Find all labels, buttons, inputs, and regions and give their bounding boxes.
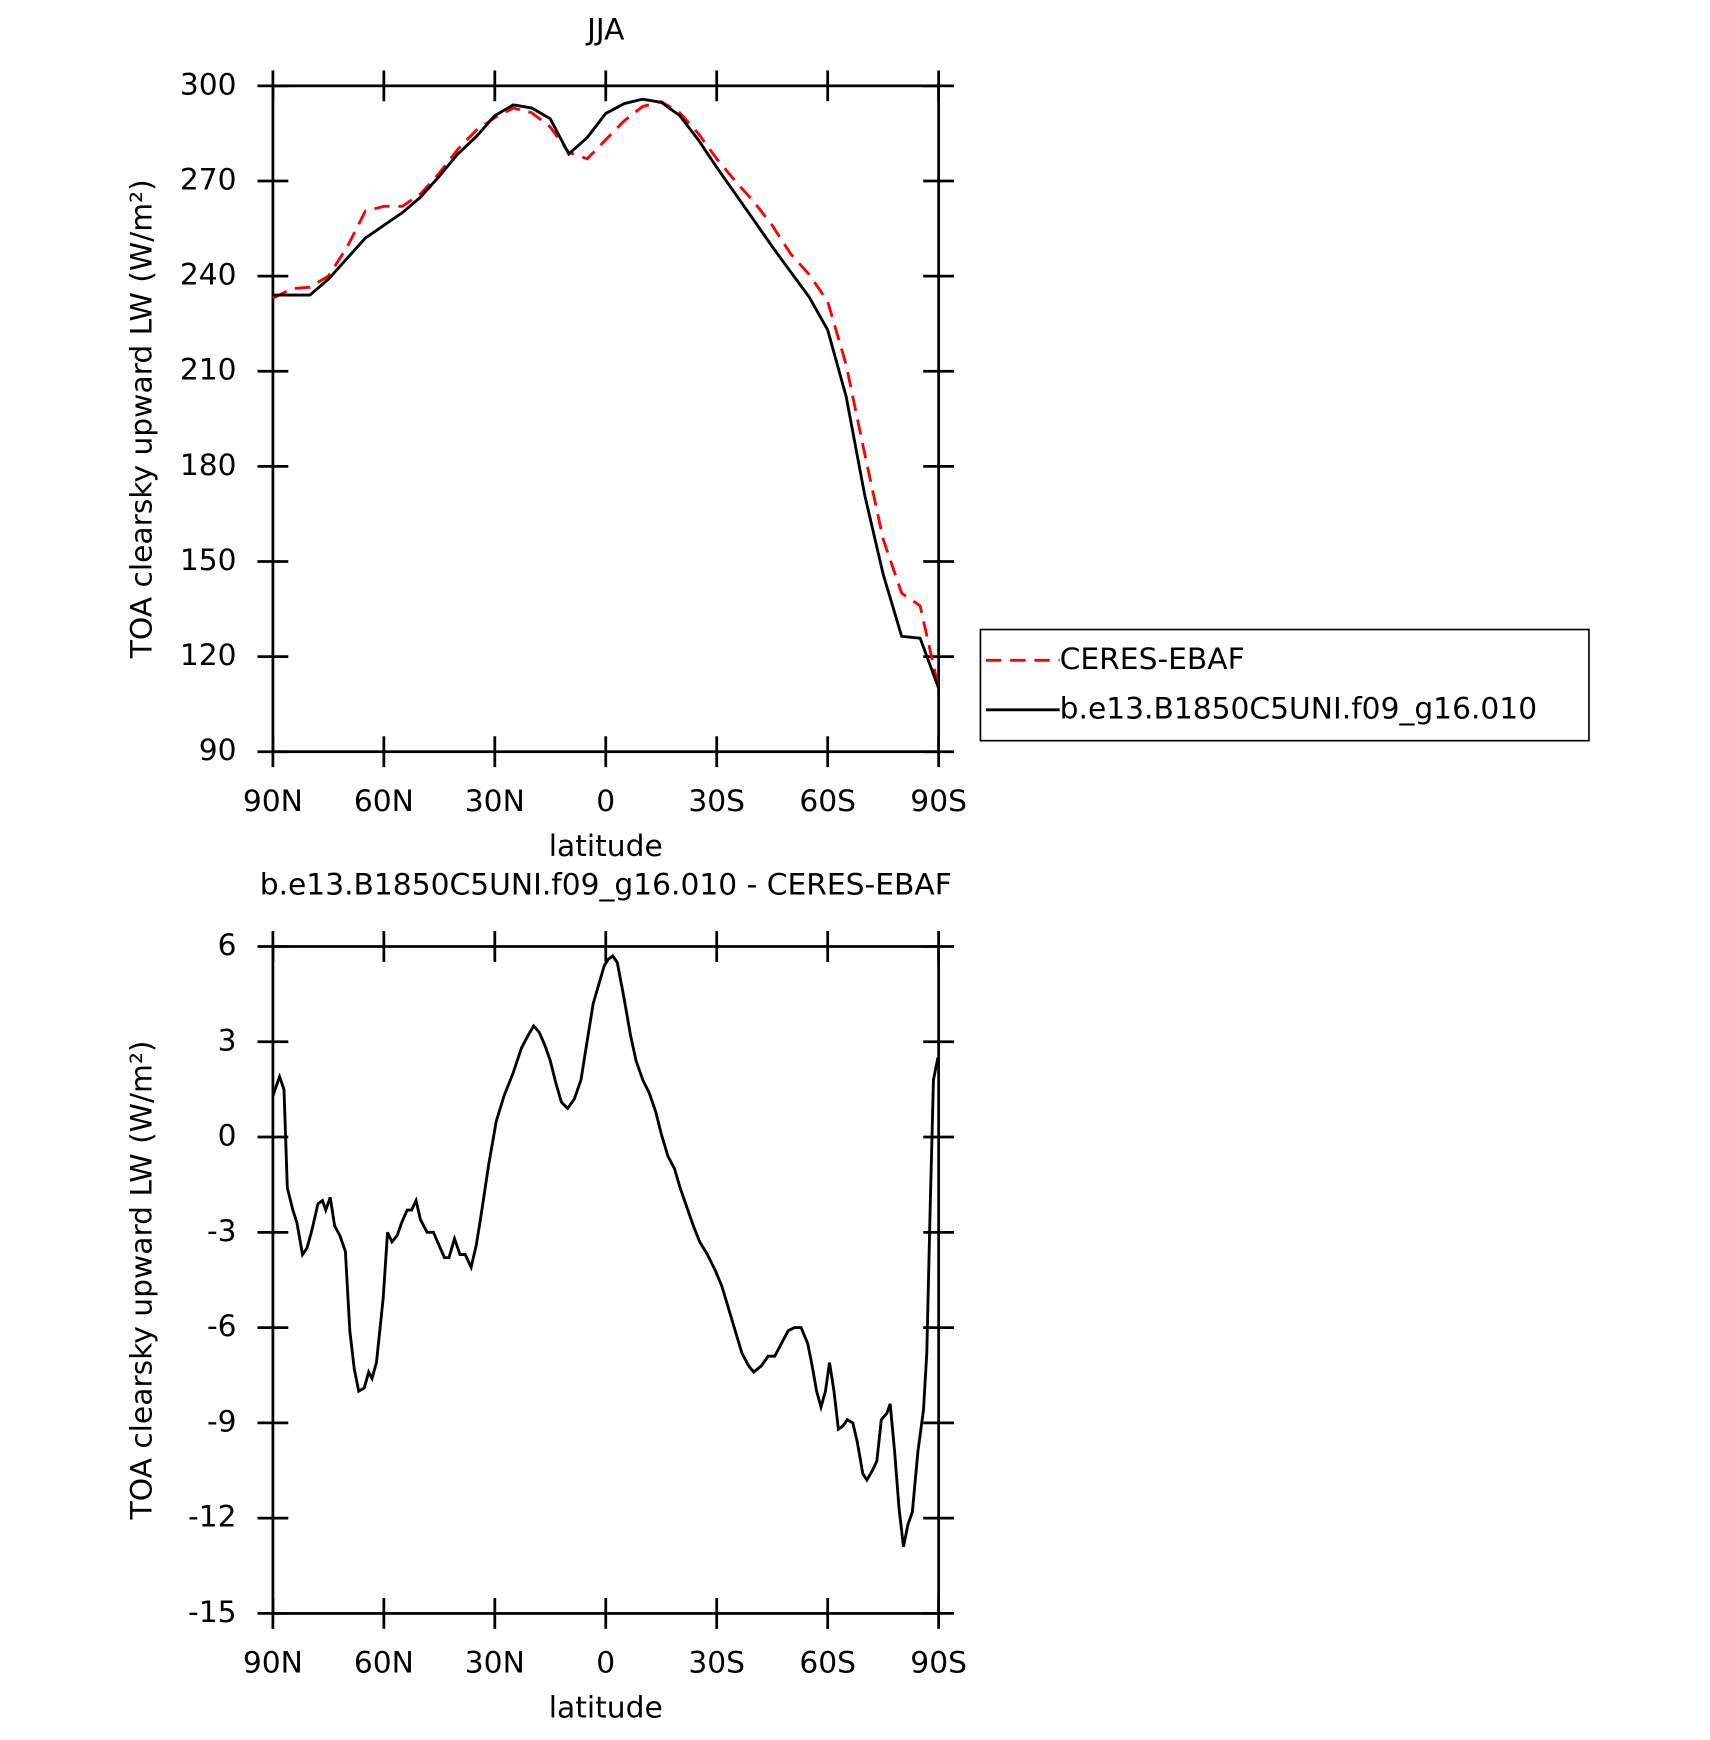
x-tick-label: 30N (465, 1646, 525, 1681)
y-tick-label: -12 (188, 1500, 237, 1535)
y-axis-label: TOA clearsky upward LW (W/m²) (125, 1041, 160, 1521)
data-line (271, 954, 940, 1548)
data-line (272, 97, 940, 689)
x-tick-label: 90N (243, 784, 303, 819)
y-tick-label: 0 (218, 1119, 237, 1154)
y-tick-label: -15 (188, 1595, 237, 1630)
y-tick-label: 240 (180, 258, 237, 293)
x-axis-label: latitude (549, 1691, 663, 1726)
y-tick-label: 270 (180, 162, 237, 197)
y-tick-label: 6 (218, 928, 237, 963)
data-line (272, 100, 941, 689)
x-tick-label: 30S (688, 784, 745, 819)
legend-label: b.e13.B1850C5UNI.f09_g16.010 (1060, 691, 1537, 726)
y-axis-label: TOA clearsky upward LW (W/m²) (125, 179, 160, 659)
plot-frame (271, 945, 941, 1615)
x-tick-label: 0 (596, 784, 615, 819)
x-tick-label: 60N (354, 1646, 414, 1681)
y-tick-label: 120 (180, 638, 237, 673)
x-tick-label: 90N (243, 1646, 303, 1681)
y-tick-label: -6 (207, 1309, 237, 1344)
x-tick-label: 30S (688, 1646, 745, 1681)
x-tick-label: 0 (596, 1646, 615, 1681)
x-axis-label: latitude (549, 829, 663, 864)
y-tick-label: 180 (180, 448, 237, 483)
y-tick-label: 3 (218, 1023, 237, 1058)
plot-frame (271, 84, 941, 754)
x-tick-label: 90S (910, 784, 967, 819)
y-tick-label: -9 (207, 1404, 237, 1439)
y-tick-label: 150 (180, 543, 237, 578)
y-tick-label: 210 (180, 353, 237, 388)
x-tick-label: 90S (910, 1646, 967, 1681)
legend-label: CERES-EBAF (1060, 642, 1245, 677)
legend-box (979, 628, 1590, 742)
x-tick-label: 60S (799, 1646, 856, 1681)
chart-title: JJA (585, 12, 625, 47)
x-tick-label: 60S (799, 784, 856, 819)
chart-title: b.e13.B1850C5UNI.f09_g16.010 - CERES-EBA… (260, 867, 952, 902)
y-tick-label: 90 (199, 733, 237, 768)
x-tick-label: 30N (465, 784, 525, 819)
x-tick-label: 60N (354, 784, 414, 819)
y-tick-label: 300 (180, 67, 237, 102)
y-tick-label: -3 (207, 1214, 237, 1249)
